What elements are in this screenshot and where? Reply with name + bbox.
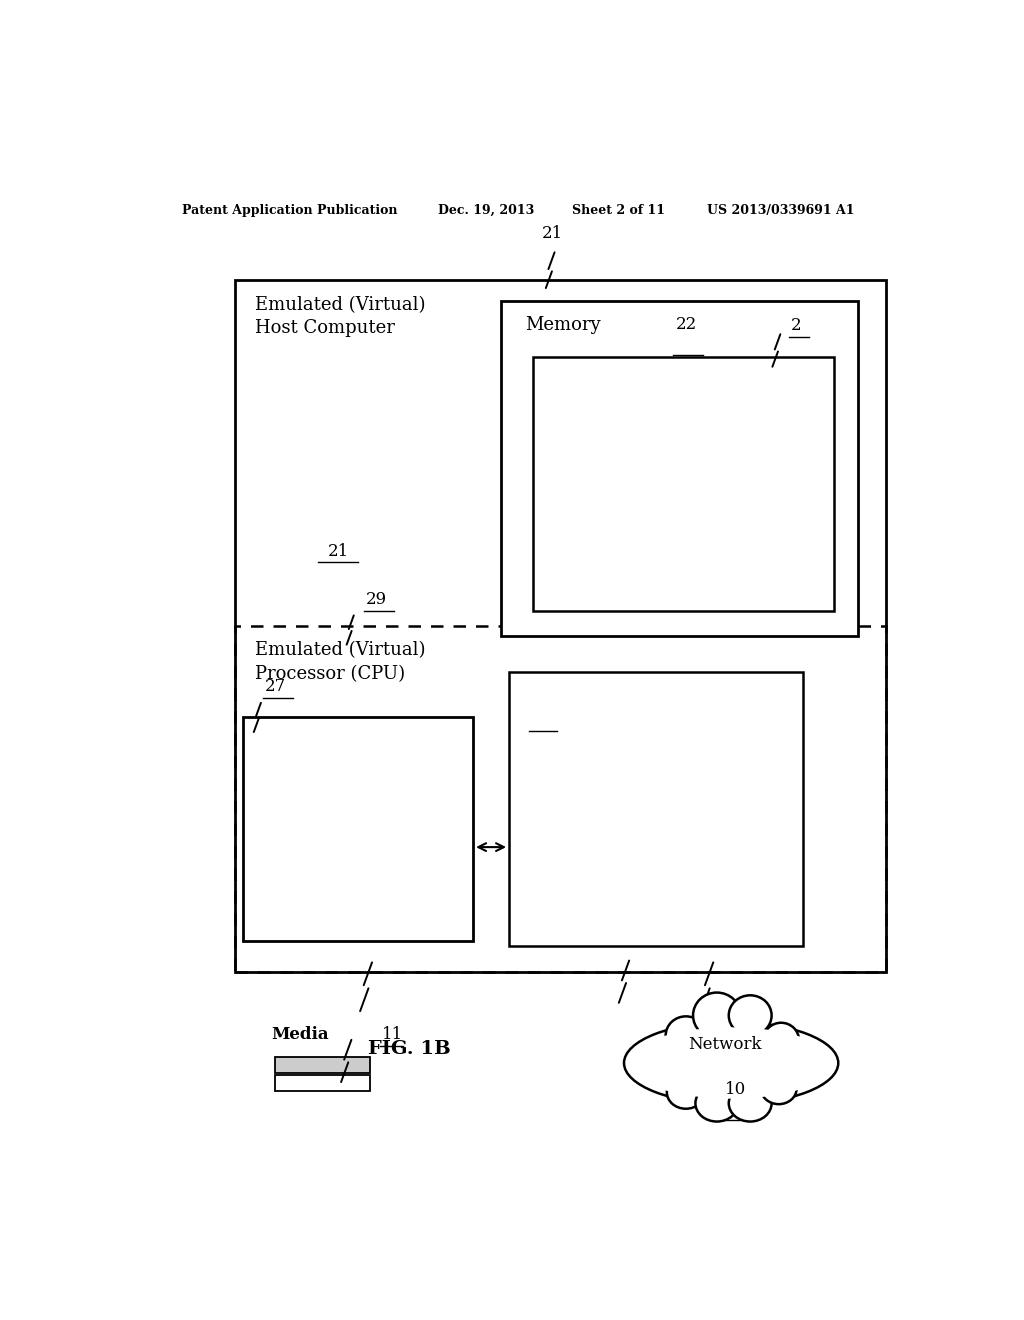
Text: 10: 10 — [724, 1081, 745, 1098]
Bar — [243, 718, 473, 941]
Ellipse shape — [629, 1030, 834, 1097]
Bar — [236, 280, 886, 972]
Text: Sheet 2 of 11: Sheet 2 of 11 — [572, 205, 666, 216]
Bar — [274, 1076, 370, 1092]
Text: 21: 21 — [542, 224, 563, 242]
Text: 2: 2 — [791, 317, 802, 334]
Ellipse shape — [695, 1085, 738, 1122]
Ellipse shape — [761, 1073, 797, 1104]
Ellipse shape — [666, 1016, 707, 1055]
Ellipse shape — [667, 1076, 705, 1109]
Bar — [501, 301, 858, 636]
Bar — [236, 626, 886, 972]
Ellipse shape — [763, 1023, 799, 1057]
Text: US 2013/0339691 A1: US 2013/0339691 A1 — [708, 205, 855, 216]
Text: 23: 23 — [531, 690, 552, 708]
Ellipse shape — [729, 995, 772, 1036]
Text: Emulated (Virtual)
Processor (CPU): Emulated (Virtual) Processor (CPU) — [255, 642, 426, 682]
Text: 21: 21 — [328, 543, 349, 560]
Ellipse shape — [693, 993, 740, 1039]
Bar — [509, 672, 803, 946]
Text: 29: 29 — [367, 590, 387, 607]
Text: Network: Network — [688, 1036, 762, 1053]
Text: FIG. 1B: FIG. 1B — [369, 1040, 452, 1057]
Text: 27: 27 — [265, 678, 287, 696]
Text: Emulation
Routines: Emulation Routines — [608, 804, 702, 845]
Text: Emulated (Virtual)
Host Computer: Emulated (Virtual) Host Computer — [255, 296, 426, 337]
Bar — [532, 356, 835, 611]
Bar — [274, 1057, 370, 1073]
Text: 11: 11 — [382, 1026, 403, 1043]
Text: Dec. 19, 2013: Dec. 19, 2013 — [437, 205, 534, 216]
Text: Computer
Memory
(Host): Computer Memory (Host) — [641, 442, 726, 504]
Text: 22: 22 — [676, 315, 697, 333]
Ellipse shape — [629, 1027, 834, 1098]
Text: Media: Media — [270, 1026, 329, 1043]
Text: Memory: Memory — [524, 315, 600, 334]
Ellipse shape — [729, 1085, 772, 1122]
Text: Processor
Native
Instruction Set
Architecture 'B': Processor Native Instruction Set Archite… — [297, 787, 419, 851]
Text: Patent Application Publication: Patent Application Publication — [182, 205, 397, 216]
Ellipse shape — [624, 1022, 839, 1104]
